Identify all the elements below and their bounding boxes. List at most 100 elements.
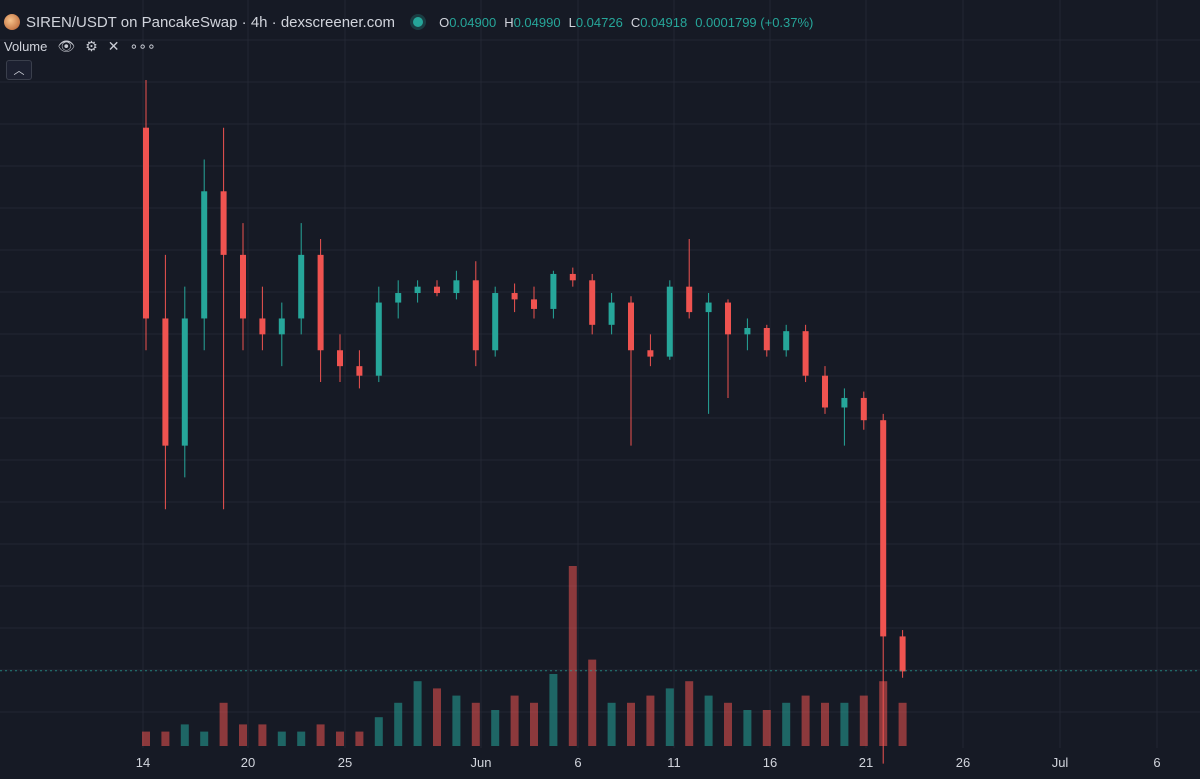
candle-body xyxy=(725,302,731,335)
volume-bar xyxy=(258,724,267,746)
collapse-button[interactable]: ︿ xyxy=(6,60,32,80)
candle-body xyxy=(317,254,324,351)
candle-body xyxy=(569,273,576,281)
x-tick-label: 20 xyxy=(241,755,255,770)
candle-body xyxy=(162,318,169,446)
volume-bar xyxy=(724,702,732,746)
high-value: 0.04990 xyxy=(513,14,561,30)
x-axis: 14 20 25 Jun 6 11 16 21 26 Jul 6 xyxy=(136,755,1161,770)
volume-bar xyxy=(413,681,422,746)
candlesticks xyxy=(143,80,906,764)
live-status-icon xyxy=(413,17,424,27)
chart-header: SIREN/USDT on PancakeSwap · 4h · dexscre… xyxy=(4,9,813,35)
close-icon[interactable]: ✕ xyxy=(107,37,120,54)
candle-body xyxy=(240,254,246,319)
volume-bar xyxy=(336,731,344,746)
volume-bar xyxy=(180,724,189,746)
x-tick-label: Jun xyxy=(471,755,492,770)
candle-body xyxy=(841,397,848,408)
open-label: O xyxy=(439,14,450,30)
candle-body xyxy=(356,366,363,376)
volume-bar xyxy=(840,702,849,746)
volume-bar xyxy=(588,659,597,746)
volume-bar xyxy=(821,702,829,746)
ohlc-readout: O0.04900 H0.04990 L0.04726 C0.04918 0.00… xyxy=(439,15,813,30)
volume-bar xyxy=(297,731,306,746)
volume-bar xyxy=(568,566,577,746)
volume-bar xyxy=(859,695,868,746)
volume-bar xyxy=(607,702,616,746)
volume-bar xyxy=(239,724,247,746)
volume-bar xyxy=(743,710,752,746)
x-tick-label: 25 xyxy=(338,755,352,770)
gear-icon[interactable]: ⚙ xyxy=(85,37,98,54)
candle-body xyxy=(472,280,479,351)
candle-body xyxy=(666,286,673,357)
candle-body xyxy=(608,302,615,325)
chart-grid xyxy=(0,0,1200,748)
volume-bar xyxy=(530,702,538,746)
volume-bar xyxy=(355,731,364,746)
candle-body xyxy=(550,273,557,309)
volume-bar xyxy=(801,695,810,746)
volume-bar xyxy=(510,695,519,746)
x-tick-label: 16 xyxy=(763,755,777,770)
volume-bar xyxy=(665,688,674,746)
candle-body xyxy=(259,318,266,335)
x-tick-label: 11 xyxy=(667,755,681,770)
candle-body xyxy=(220,191,227,255)
open-value: 0.04900 xyxy=(449,14,497,30)
low-label: L xyxy=(568,14,576,30)
candle-body xyxy=(880,420,887,637)
candle-body xyxy=(395,293,402,303)
more-icon[interactable]: ∘∘∘ xyxy=(129,37,156,54)
x-tick-label: 14 xyxy=(136,755,150,770)
volume-bar xyxy=(316,724,325,746)
volume-bar xyxy=(898,702,907,746)
candle-body xyxy=(589,280,596,325)
high-label: H xyxy=(504,14,514,30)
candle-body xyxy=(337,350,343,367)
volume-bar xyxy=(161,731,170,746)
volume-bar xyxy=(142,731,150,746)
candle-body xyxy=(492,293,499,351)
token-logo-icon xyxy=(4,14,20,30)
volume-legend: Volume 👁 ⚙ ✕ ∘∘∘ xyxy=(4,36,156,56)
candle-body xyxy=(763,328,770,351)
volume-bar xyxy=(394,702,403,746)
candle-body xyxy=(686,286,693,313)
close-value: 0.04918 xyxy=(640,14,688,30)
x-tick-label: 26 xyxy=(956,755,970,770)
candle-body xyxy=(201,191,208,319)
candle-body xyxy=(705,302,712,313)
candle-body xyxy=(375,302,382,376)
volume-bars xyxy=(142,566,907,746)
candle-body xyxy=(783,331,790,351)
candle-body xyxy=(899,636,906,672)
volume-label: Volume xyxy=(4,38,48,54)
x-tick-label: 21 xyxy=(859,755,873,770)
candle-body xyxy=(822,375,828,408)
candle-body xyxy=(511,293,518,300)
candle-body xyxy=(860,397,867,421)
chart-title: SIREN/USDT on PancakeSwap · 4h · dexscre… xyxy=(26,13,396,31)
x-tick-label: 6 xyxy=(1153,755,1160,770)
candle-body xyxy=(143,127,149,319)
volume-bar xyxy=(762,710,771,746)
candle-body xyxy=(531,299,537,309)
chevron-up-icon: ︿ xyxy=(13,65,25,77)
volume-bar xyxy=(549,674,558,746)
eye-icon[interactable]: 👁 xyxy=(57,37,76,54)
candle-body xyxy=(453,280,460,294)
volume-bar xyxy=(433,688,441,746)
volume-bar xyxy=(471,702,480,746)
volume-bar xyxy=(685,681,694,746)
volume-bar xyxy=(491,710,500,746)
volume-bar xyxy=(704,695,713,746)
x-tick-label: Jul xyxy=(1052,755,1069,770)
change-value: 0.0001799 (+0.37%) xyxy=(695,14,814,30)
volume-bar xyxy=(374,717,383,746)
candle-body xyxy=(278,318,285,335)
volume-bar xyxy=(452,695,461,746)
